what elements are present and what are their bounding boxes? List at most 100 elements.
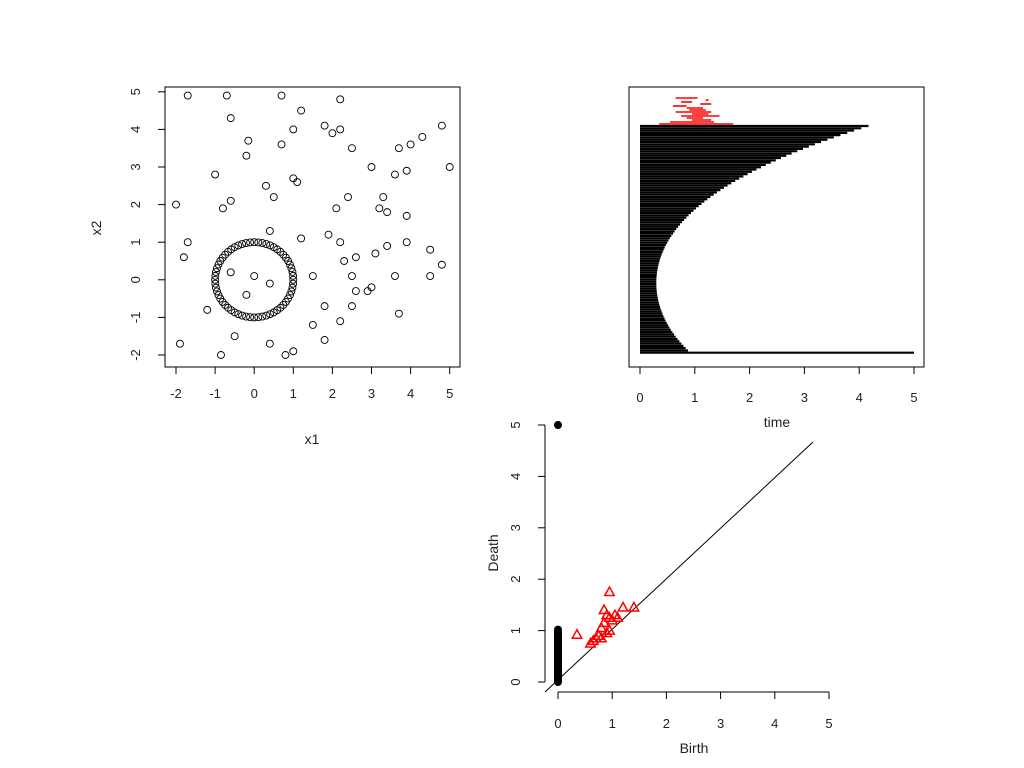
x-tick-label: -1 xyxy=(209,386,221,401)
barcode-x-axis: 0 1 2 3 4 5 xyxy=(636,366,918,405)
scatter-point xyxy=(172,200,180,209)
h1-point xyxy=(603,585,616,597)
scatter-point xyxy=(250,272,259,280)
scatter-point xyxy=(340,257,349,265)
scatter-point xyxy=(234,310,243,319)
diagram-x-label: Birth xyxy=(680,740,709,756)
h1-point xyxy=(598,616,611,628)
x-tick-label: 1 xyxy=(609,716,616,731)
scatter-point xyxy=(348,144,356,153)
scatter-point xyxy=(221,301,230,309)
x-tick-label: 4 xyxy=(856,390,863,405)
scatter-point xyxy=(226,268,235,277)
x-tick-label: 0 xyxy=(554,716,561,731)
scatter-point xyxy=(394,144,403,153)
scatter-point xyxy=(367,163,376,171)
scatter-point xyxy=(250,313,259,322)
scatter-point xyxy=(402,211,411,220)
scatter-point xyxy=(336,95,345,104)
scatter-point xyxy=(258,239,267,247)
scatter-panel: -2 -1 0 1 2 3 4 5 -2 -1 0 1 2 3 4 5 x1 x2 xyxy=(88,86,461,447)
x-tick-label: 3 xyxy=(368,386,375,401)
scatter-point xyxy=(348,272,356,280)
scatter-point xyxy=(418,132,427,141)
h1-point xyxy=(611,611,624,622)
x-tick-label: 1 xyxy=(691,390,698,405)
y-tick-label: 4 xyxy=(128,126,143,133)
scatter-point xyxy=(336,317,345,326)
diagram-y-label: Death xyxy=(485,534,501,571)
h1-point xyxy=(603,624,616,635)
scatter-point xyxy=(402,166,411,175)
y-tick-label: 1 xyxy=(128,239,143,246)
scatter-point xyxy=(214,260,223,269)
scatter-point xyxy=(226,114,235,123)
y-tick-label: 2 xyxy=(508,576,523,583)
y-tick-label: 1 xyxy=(508,627,523,634)
scatter-point xyxy=(277,140,286,149)
scatter-point xyxy=(426,272,435,280)
h1-point xyxy=(617,600,630,612)
scatter-point xyxy=(363,287,372,296)
scatter-point xyxy=(297,234,306,243)
diagram-x-axis: 0 1 2 3 4 5 xyxy=(554,691,833,731)
x-tick-label: 0 xyxy=(636,390,643,405)
scatter-point xyxy=(445,163,454,171)
scatter-point xyxy=(293,178,302,186)
scatter-point xyxy=(351,287,360,296)
scatter-point xyxy=(287,264,296,273)
diagram-panel: 0 1 2 3 4 5 0 1 2 3 4 5 Birth Death xyxy=(485,421,833,756)
scatter-point xyxy=(242,151,251,160)
x-tick-label: 3 xyxy=(801,390,808,405)
h1-point xyxy=(595,621,608,633)
y-tick-label: 0 xyxy=(128,276,143,283)
y-tick-label: 2 xyxy=(128,201,143,208)
x-tick-label: -2 xyxy=(170,386,182,401)
x-tick-label: 4 xyxy=(407,386,414,401)
scatter-point xyxy=(406,140,415,149)
h1-point xyxy=(595,631,608,643)
scatter-point xyxy=(266,310,275,319)
scatter-point xyxy=(213,287,221,296)
h1-point xyxy=(570,628,583,639)
diagram-points xyxy=(554,421,640,686)
scatter-point xyxy=(375,204,384,213)
scatter-plot-frame xyxy=(164,86,461,368)
x-tick-label: 5 xyxy=(825,716,832,731)
scatter-point xyxy=(234,241,243,250)
scatter-point xyxy=(261,181,270,190)
scatter-point xyxy=(285,291,294,300)
scatter-point xyxy=(336,238,345,247)
scatter-point xyxy=(230,332,239,341)
scatter-point xyxy=(289,347,298,356)
scatter-point xyxy=(391,170,399,179)
barcode-x-label: time xyxy=(764,414,791,430)
scatter-point xyxy=(265,226,274,235)
scatter-point xyxy=(218,204,227,213)
h1-point xyxy=(627,600,640,612)
scatter-point xyxy=(211,275,220,284)
scatter-point xyxy=(320,121,329,130)
scatter-point xyxy=(244,136,253,145)
scatter-point xyxy=(289,271,298,280)
scatter-point xyxy=(246,238,255,247)
scatter-point xyxy=(265,279,274,288)
x-tick-label: 0 xyxy=(251,386,258,401)
scatter-point xyxy=(276,303,285,312)
scatter-point xyxy=(289,125,298,134)
scatter-point xyxy=(212,268,220,276)
scatter-point xyxy=(211,271,220,280)
scatter-point xyxy=(379,193,388,202)
scatter-point xyxy=(287,287,296,296)
scatter-point xyxy=(328,129,337,138)
scatter-point xyxy=(367,283,376,292)
scatter-point xyxy=(242,290,251,299)
diagram-y-axis: 0 1 2 3 4 5 xyxy=(508,421,546,686)
x-tick-label: 1 xyxy=(290,386,297,401)
x-tick-label: 5 xyxy=(910,390,917,405)
h0-point xyxy=(554,421,562,429)
diagonal-line xyxy=(544,441,814,693)
barcode-panel: 0 1 2 3 4 5 time xyxy=(628,86,925,430)
scatter-point xyxy=(262,240,271,248)
y-tick-label: 3 xyxy=(508,524,523,531)
